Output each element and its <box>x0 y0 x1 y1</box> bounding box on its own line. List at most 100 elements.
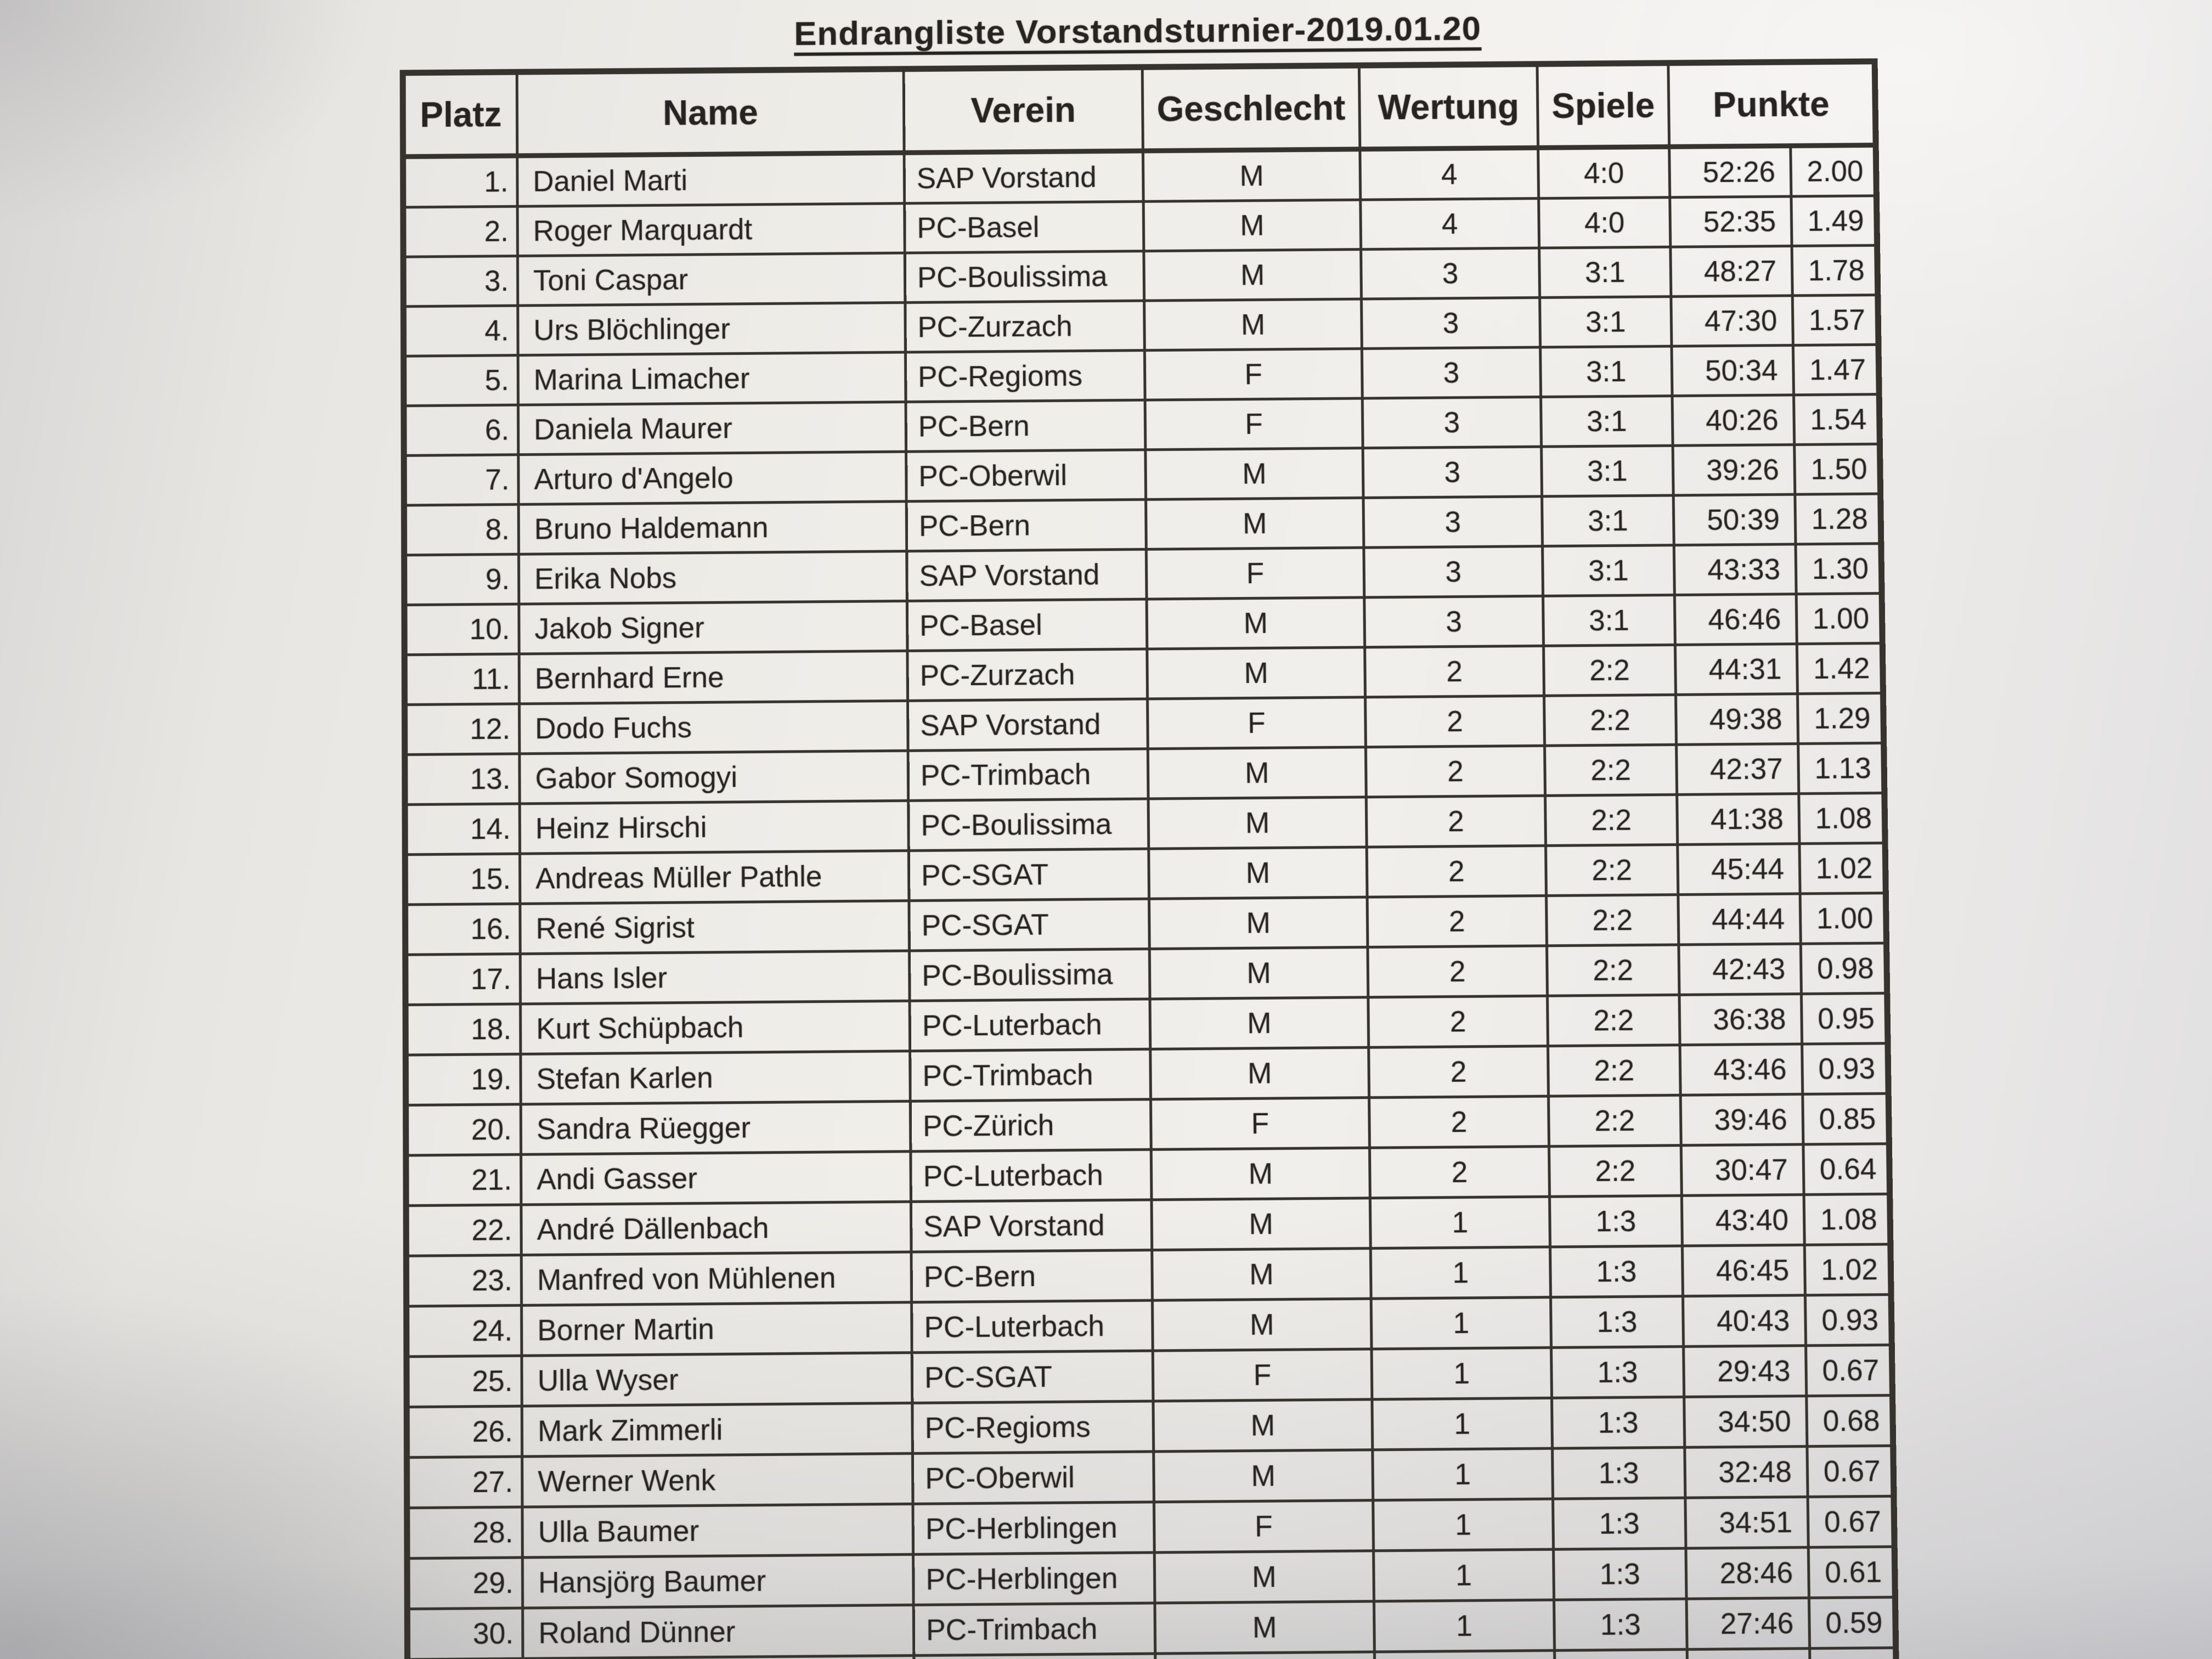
cell-punkte-score: 50:39 <box>1673 494 1796 545</box>
cell-geschlecht: M <box>1143 200 1361 251</box>
cell-punkte-quote: 1.02 <box>1804 1244 1892 1295</box>
cell-spiele: 2:2 <box>1543 645 1676 696</box>
cell-punkte-quote: 0.98 <box>1801 943 1887 994</box>
cell-verein: PC-Zürich <box>910 1099 1152 1152</box>
cell-wertung: 3 <box>1363 496 1543 548</box>
cell-name: Bruno Haldemann <box>518 501 907 555</box>
cell-spiele: 3:1 <box>1541 445 1674 496</box>
cell-punkte-score: 43:40 <box>1681 1194 1805 1246</box>
cell-punkte-score: 50:34 <box>1671 345 1794 396</box>
cell-name: André Dällenbach <box>521 1201 912 1255</box>
cell-geschlecht: M <box>1145 448 1364 500</box>
cell-verein: SAP Vorstand <box>906 549 1147 601</box>
cell-verein: PC-Bern <box>911 1250 1153 1302</box>
cell-name: Urs Blöchlinger <box>517 302 906 356</box>
cell-verein: SAP Vorstand <box>911 1199 1152 1252</box>
cell-spiele: 2:2 <box>1544 695 1677 746</box>
cell-wertung: 4 <box>1360 198 1539 250</box>
cell-spiele: 3:1 <box>1542 495 1674 546</box>
cell-verein: PC-SGAT <box>912 1351 1153 1403</box>
cell-spiele: 2:2 <box>1546 894 1679 946</box>
cell-verein: PC-Trimbach <box>908 748 1149 801</box>
cell-spiele: 1:3 <box>1554 1599 1688 1651</box>
cell-name: Manfred von Mühlenen <box>521 1252 912 1306</box>
cell-punkte-quote: 0.59 <box>1809 1597 1896 1649</box>
column-header-geschlecht: Geschlecht <box>1142 65 1360 151</box>
cell-verein: PC-Zurzach <box>907 648 1148 701</box>
cell-punkte-score: 32:48 <box>1684 1446 1808 1498</box>
cell-name: Hansjörg Baumer <box>522 1554 914 1609</box>
cell-name: Daniel Marti <box>517 153 905 207</box>
cell-punkte-quote: 0.93 <box>1805 1294 1892 1346</box>
cell-name: Hans Isler <box>520 951 910 1004</box>
cell-platz: 4. <box>403 306 518 357</box>
cell-punkte-score: 34:51 <box>1685 1497 1809 1549</box>
cell-platz: 26. <box>407 1406 522 1458</box>
cell-punkte-quote: 1.29 <box>1797 693 1884 744</box>
cell-verein: PC-Luterbach <box>910 998 1150 1051</box>
cell-spiele: 3:1 <box>1541 396 1673 447</box>
cell-platz: 6. <box>403 405 518 456</box>
cell-verein: PC-Regioms <box>912 1401 1154 1454</box>
cell-wertung: 3 <box>1362 397 1542 448</box>
cell-spiele: 1:3 <box>1551 1397 1685 1449</box>
cell-verein: PC-Basel <box>907 599 1147 651</box>
cell-spiele: 2:2 <box>1544 744 1677 796</box>
cell-punkte-quote: 1.00 <box>1796 593 1883 644</box>
cell-wertung: 2 <box>1366 795 1546 848</box>
cell-punkte-score: 43:46 <box>1680 1043 1803 1096</box>
cell-name: René Sigrist <box>520 900 910 954</box>
cell-name: Arturo d'Angelo <box>518 452 907 505</box>
cell-geschlecht: M <box>1153 1449 1373 1502</box>
cell-geschlecht: M <box>1154 1550 1374 1603</box>
cell-platz: 28. <box>407 1506 523 1559</box>
cell-punkte-score: 46:46 <box>1674 594 1797 645</box>
cell-punkte-score: 36:38 <box>1679 994 1802 1045</box>
column-header-spiele: Spiele <box>1537 63 1669 148</box>
cell-punkte-score: 39:26 <box>1673 444 1795 495</box>
cell-geschlecht: F <box>1146 548 1364 600</box>
cell-platz: 29. <box>407 1557 523 1609</box>
cell-geschlecht: M <box>1147 647 1365 699</box>
cell-name: Ulla Wyser <box>521 1352 912 1407</box>
cell-geschlecht: F <box>1147 697 1366 749</box>
cell-name: Stefan Karlen <box>520 1051 911 1104</box>
cell-punkte-score: 52:35 <box>1669 196 1792 247</box>
cell-spiele: 1:3 <box>1550 1296 1684 1348</box>
cell-geschlecht: M <box>1144 298 1362 351</box>
cell-platz: 20. <box>405 1104 521 1156</box>
cell-verein: PC-Luterbach <box>910 1149 1152 1202</box>
cell-name: Marina Limacher <box>518 352 906 405</box>
cell-spiele: 3:1 <box>1542 545 1675 596</box>
cell-name: Mark Zimmerli <box>522 1403 913 1457</box>
cell-wertung: 3 <box>1363 546 1543 597</box>
cell-verein: PC-Basel <box>904 201 1144 253</box>
cell-spiele: 1:3 <box>1554 1649 1688 1659</box>
cell-wertung: 1 <box>1374 1650 1555 1659</box>
cell-platz: 11. <box>404 653 520 705</box>
cell-platz: 2. <box>403 206 518 257</box>
cell-platz: 23. <box>406 1255 522 1307</box>
cell-wertung: 1 <box>1373 1549 1554 1601</box>
cell-geschlecht: M <box>1146 498 1364 550</box>
cell-platz: 13. <box>404 753 520 805</box>
cell-spiele: 4:0 <box>1538 197 1671 249</box>
cell-punkte-score: 45:44 <box>1677 843 1801 895</box>
cell-verein: PC-Bern <box>906 499 1147 551</box>
cell-verein: PC-Boulissima <box>909 949 1150 1001</box>
cell-spiele: 3:1 <box>1543 595 1675 646</box>
cell-wertung: 2 <box>1367 895 1547 947</box>
cell-punkte-quote: 1.47 <box>1793 345 1880 395</box>
cell-spiele: 3:1 <box>1539 296 1672 347</box>
cell-name: Sandra Rüegger <box>521 1101 911 1155</box>
cell-geschlecht: F <box>1144 348 1363 400</box>
cell-spiele: 2:2 <box>1545 794 1678 846</box>
cell-punkte-quote: 0.67 <box>1805 1345 1893 1396</box>
cell-platz: 3. <box>403 256 518 307</box>
cell-verein: PC-Herblingen <box>912 1502 1155 1555</box>
cell-name: Erika Nobs <box>518 551 907 605</box>
cell-punkte-quote: 1.28 <box>1795 493 1881 544</box>
cell-spiele: 2:2 <box>1547 945 1679 996</box>
cell-name: Jakob Signer <box>518 601 907 654</box>
